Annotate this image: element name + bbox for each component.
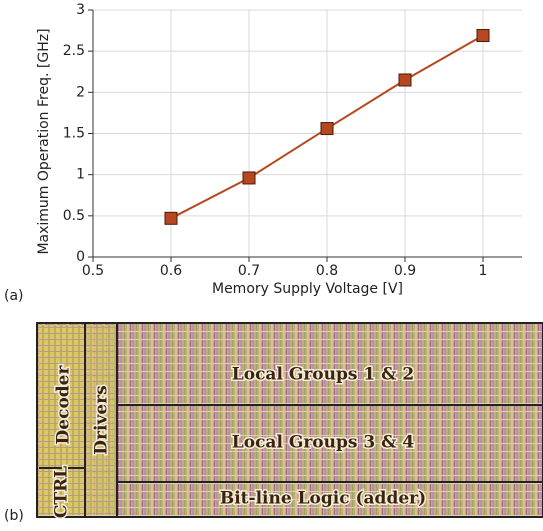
- data-point: [476, 29, 490, 43]
- layout-label: Decoder: [54, 365, 74, 445]
- layout-label: Drivers: [92, 385, 112, 454]
- y-tick-label: 2: [76, 84, 85, 100]
- x-tick-label: 0.6: [160, 263, 182, 279]
- layout-label: Bit-line Logic (adder): [220, 489, 426, 509]
- panel-label: (b): [4, 508, 24, 524]
- x-tick-label: 0.5: [82, 263, 104, 279]
- y-tick-label: 3: [76, 2, 85, 18]
- y-tick-label: 1.5: [63, 126, 85, 142]
- layout-label: Local Groups 1 & 2: [232, 365, 414, 385]
- chip-layout: Local Groups 1 & 2 Local Groups 3 & 4 Bi…: [36, 322, 543, 520]
- x-axis-label: Memory Supply Voltage [V]: [212, 281, 403, 297]
- y-axis-label: Maximum Operation Freq. [GHz]: [36, 28, 52, 254]
- y-tick-label: 2.5: [63, 43, 85, 59]
- data-point: [242, 171, 256, 185]
- decoder-block: [39, 325, 85, 515]
- data-point: [164, 211, 178, 225]
- x-tick-label: 0.8: [316, 263, 338, 279]
- layout-frame: [36, 322, 543, 518]
- drivers-block: [87, 325, 117, 515]
- y-tick-label: 1: [76, 167, 85, 183]
- layout-label: CTRL: [52, 466, 72, 518]
- layout-label: Local Groups 3 & 4: [232, 433, 415, 453]
- y-tick-label: 0.5: [63, 208, 85, 224]
- x-tick-label: 0.9: [394, 263, 416, 279]
- data-point: [398, 73, 412, 87]
- y-tick-label: 0: [76, 249, 85, 265]
- x-tick-label: 1: [479, 263, 488, 279]
- data-point: [320, 122, 334, 136]
- x-tick-label: 0.7: [238, 263, 260, 279]
- panel-label: (a): [4, 288, 24, 304]
